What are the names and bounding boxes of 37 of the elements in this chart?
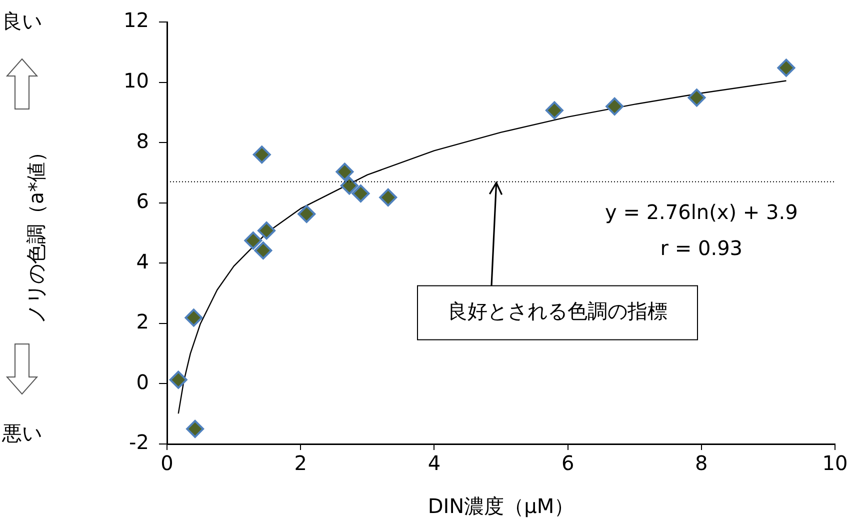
- x-tick-label: 4: [428, 451, 441, 476]
- x-tick-label: 8: [695, 451, 708, 476]
- annotation: y = 2.76ln(x) + 3.9: [605, 200, 798, 224]
- annotation: r = 0.93: [660, 236, 743, 260]
- y-tick-label: 12: [124, 8, 149, 32]
- point: [777, 58, 796, 77]
- y-tick-label: 10: [124, 68, 149, 92]
- y-tick-label: -2: [129, 430, 149, 454]
- x-tick-label: 2: [294, 451, 307, 476]
- point: [340, 176, 358, 195]
- text: 悪い: [2, 420, 42, 447]
- x-tick-label: 0: [160, 451, 174, 476]
- point: [606, 97, 624, 116]
- y-tick-label: 8: [136, 128, 149, 153]
- annotation: 良好とされる色調の指標: [448, 298, 668, 323]
- x-tick-label: 6: [561, 451, 574, 476]
- point: [252, 146, 271, 164]
- y-tick-label: 0: [136, 370, 149, 394]
- point: [186, 420, 204, 438]
- point: [169, 370, 188, 389]
- text: 良い: [2, 8, 42, 35]
- point: [298, 205, 316, 224]
- x-tick-label: 10: [822, 451, 848, 476]
- point: [258, 222, 276, 240]
- point: [184, 308, 203, 327]
- point: [244, 232, 262, 250]
- y-axis-title: ノリの色調（a*値）: [24, 142, 48, 324]
- point: [688, 88, 706, 107]
- y-tick-label: 2: [136, 310, 149, 334]
- point: [379, 188, 398, 206]
- point: [254, 241, 272, 260]
- point: [336, 162, 354, 181]
- x-axis-title: DIN濃度（μM）: [428, 494, 574, 518]
- point: [352, 184, 370, 203]
- point: [545, 101, 564, 120]
- y-tick-label: 4: [136, 249, 149, 274]
- y-tick-label: 6: [136, 189, 149, 214]
